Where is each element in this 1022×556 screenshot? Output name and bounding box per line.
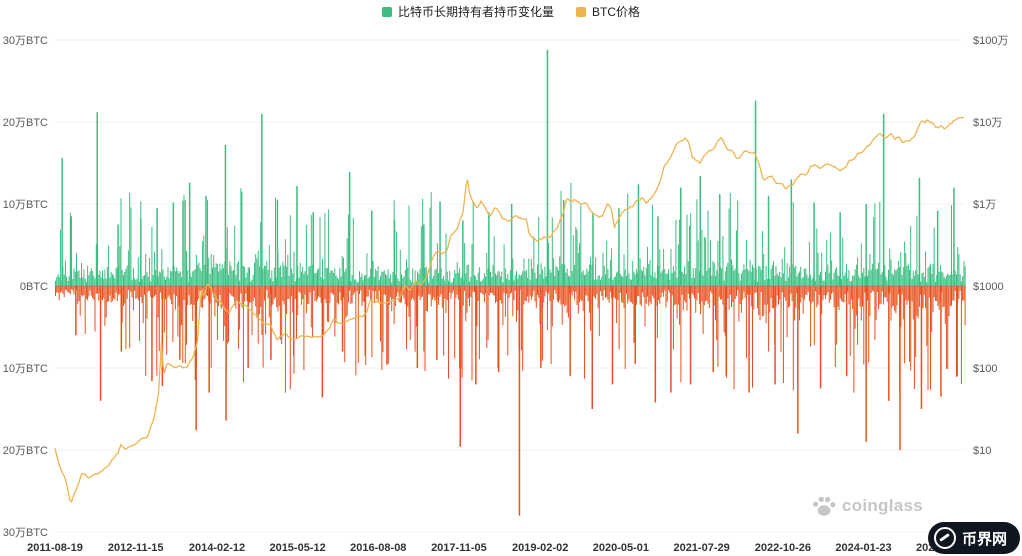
left-axis-tick: 10万BTC xyxy=(3,199,48,211)
coinglass-watermark-text: coinglass xyxy=(841,496,923,515)
right-axis-tick: $1000 xyxy=(973,281,1004,293)
x-axis-tick: 2015-05-12 xyxy=(269,542,325,554)
x-axis-tick: 2022-10-26 xyxy=(755,542,811,554)
bars-negative xyxy=(55,286,966,516)
right-axis-tick: $100万 xyxy=(973,35,1008,47)
left-axis-tick: 0BTC xyxy=(20,281,48,293)
price-line xyxy=(54,116,965,503)
left-axis-tick: 10万BTC xyxy=(3,363,48,375)
x-axis-tick: 2019-02-02 xyxy=(512,542,568,554)
bars-positive xyxy=(55,49,966,286)
x-axis-tick: 2020-05-01 xyxy=(593,542,649,554)
left-axis-tick: 20万BTC xyxy=(3,117,48,129)
x-axis-tick: 2016-08-08 xyxy=(350,542,406,554)
bijiewang-badge-text: 币界网 xyxy=(961,530,1007,548)
left-axis-tick: 30万BTC xyxy=(3,527,48,539)
x-axis-tick: 2014-02-12 xyxy=(189,542,245,554)
x-axis-tick: 2012-11-15 xyxy=(108,542,164,554)
x-axis-tick: 2017-11-05 xyxy=(431,542,487,554)
x-axis-tick: 2024-01-23 xyxy=(835,542,891,554)
legend-label-btc-price: BTC价格 xyxy=(592,5,641,19)
coinglass-paw-icon xyxy=(812,496,836,516)
legend-swatch-gold-icon xyxy=(576,6,586,17)
chart-legend: 比特币长期持有者持币变化量 BTC价格 xyxy=(0,3,1022,20)
right-axis-tick: $10 xyxy=(973,445,991,457)
bijiewang-badge: 币界网 xyxy=(927,522,1020,554)
x-axis-tick: 2011-08-19 xyxy=(27,542,83,554)
x-axis-tick: 2021-07-29 xyxy=(673,542,729,554)
legend-item-btc-price[interactable]: BTC价格 xyxy=(576,3,640,20)
legend-swatch-green-icon xyxy=(381,6,392,17)
legend-item-lth-change[interactable]: 比特币长期持有者持币变化量 xyxy=(381,3,554,20)
right-axis-tick: $100 xyxy=(973,363,997,375)
left-axis-tick: 30万BTC xyxy=(3,35,48,47)
right-axis-tick: $10万 xyxy=(973,117,1002,129)
left-axis-tick: 20万BTC xyxy=(3,445,48,457)
legend-label-lth-change: 比特币长期持有者持币变化量 xyxy=(397,5,554,19)
coinglass-watermark: coinglass xyxy=(812,494,923,518)
bijiewang-logo-icon xyxy=(933,527,956,549)
right-axis-tick: $1万 xyxy=(973,199,996,211)
